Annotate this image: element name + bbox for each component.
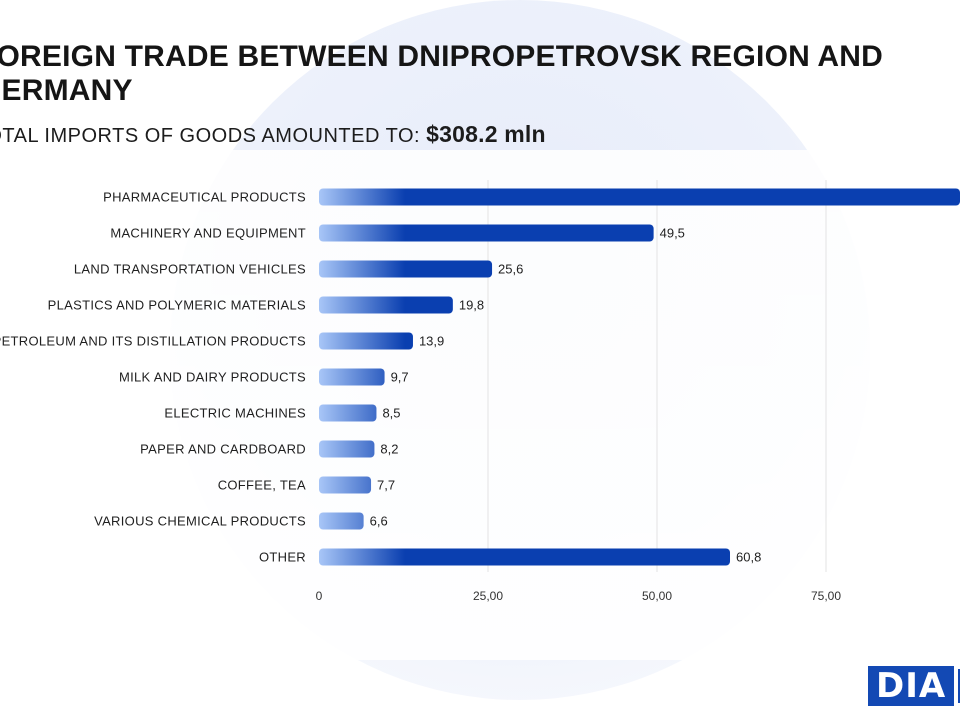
value-label: 6,6: [370, 514, 388, 529]
value-label: 60,8: [736, 550, 761, 565]
value-label: 13,9: [419, 334, 444, 349]
x-tick-label: 0: [316, 589, 323, 603]
category-label: PAPER AND CARDBOARD: [140, 442, 306, 457]
bar: [319, 260, 493, 278]
x-tick-label: 75,00: [811, 589, 841, 603]
category-label: MILK AND DAIRY PRODUCTS: [119, 370, 306, 385]
x-tick-label: 25,00: [473, 589, 503, 603]
value-label: 9,7: [391, 370, 409, 385]
category-label: OTHER: [259, 550, 306, 565]
bar: [319, 296, 453, 314]
category-labels: PHARMACEUTICAL PRODUCTS MACHINERY AND EQU…: [0, 190, 306, 565]
category-label: PETROLEUM AND ITS DISTILLATION PRODUCTS: [0, 334, 306, 349]
bars: [319, 188, 960, 566]
logo-text: DIA: [868, 666, 955, 706]
category-label: PHARMACEUTICAL PRODUCTS: [103, 190, 306, 205]
bar: [319, 224, 654, 242]
subtitle: TOTAL IMPORTS OF GOODS AMOUNTED TO: $308…: [0, 121, 546, 148]
bar: [319, 512, 364, 530]
value-label: 25,6: [498, 262, 523, 277]
page-title: FOREIGN TRADE BETWEEN DNIPROPETROVSK REG…: [0, 40, 884, 107]
bar: [319, 368, 385, 386]
bar: [319, 188, 960, 206]
logo-mark: [958, 669, 960, 703]
x-axis-ticks: 0 25,00 50,00 75,00: [316, 589, 842, 603]
subtitle-prefix: TOTAL IMPORTS OF GOODS AMOUNTED TO:: [0, 125, 421, 147]
dia-logo: DIA: [868, 666, 960, 706]
subtitle-amount: $308.2 mln: [426, 121, 546, 147]
bar: [319, 476, 372, 494]
value-label: 49,5: [660, 226, 685, 241]
grid-lines: [487, 180, 827, 572]
value-labels: 49,5 25,6 19,8 13,9 9,7 8,5 8,2 7,7 6,6 60,8: [370, 226, 762, 565]
value-label: 8,2: [380, 442, 398, 457]
category-label: LAND TRANSPORTATION VEHICLES: [74, 262, 306, 277]
bar: [319, 404, 377, 422]
bar: [319, 548, 731, 566]
x-tick-label: 50,00: [642, 589, 672, 603]
category-label: VARIOUS CHEMICAL PRODUCTS: [94, 514, 306, 529]
bar: [319, 440, 375, 458]
category-label: PLASTICS AND POLYMERIC MATERIALS: [48, 298, 306, 313]
category-label: MACHINERY AND EQUIPMENT: [110, 226, 306, 241]
category-label: COFFEE, TEA: [218, 478, 306, 493]
value-label: 8,5: [382, 406, 400, 421]
value-label: 19,8: [459, 298, 484, 313]
value-label: 7,7: [377, 478, 395, 493]
bar: [319, 332, 413, 350]
category-label: ELECTRIC MACHINES: [164, 406, 306, 421]
